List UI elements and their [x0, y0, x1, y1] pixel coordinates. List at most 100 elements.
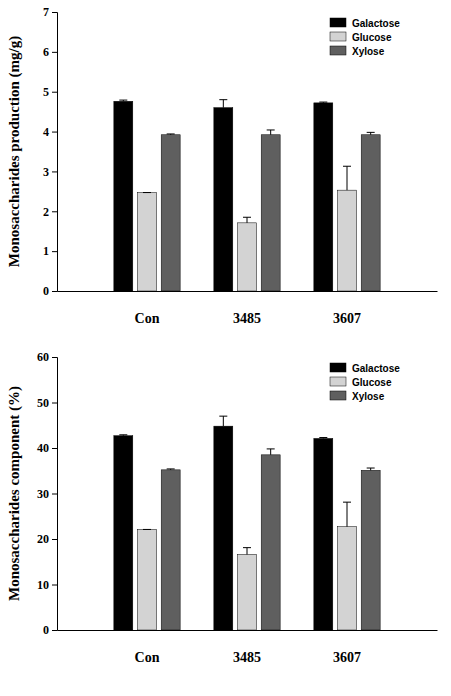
error-bar-cap	[167, 468, 175, 469]
y-tick: 3	[43, 165, 57, 179]
y-tick-label: 0	[43, 284, 49, 298]
error-bar-cap	[367, 132, 375, 133]
bar	[314, 103, 333, 291]
error-bar	[267, 130, 275, 135]
x-tick-label: 3485	[233, 311, 261, 326]
y-tick: 60	[37, 350, 57, 364]
y-tick-mark	[52, 291, 57, 292]
chart: 0102030405060Con34853607Monosaccharides …	[6, 350, 438, 665]
error-bar	[319, 437, 327, 439]
error-bar-stem	[270, 130, 271, 135]
bar	[361, 470, 380, 630]
y-tick: 6	[43, 45, 57, 59]
series	[114, 100, 333, 291]
y-tick-mark	[52, 403, 57, 404]
y-tick: 1	[43, 244, 57, 258]
y-axis-title: Monosaccharides production (mg/g)	[6, 36, 23, 267]
error-bar	[319, 102, 327, 104]
y-tick-label: 40	[37, 441, 49, 455]
y-tick-mark	[52, 92, 57, 93]
legend-label: Xylose	[352, 46, 385, 57]
legend-label: Glucose	[352, 32, 392, 43]
x-tick: 3607	[333, 291, 361, 326]
y-tick: 20	[37, 532, 57, 546]
x-tick-label: Con	[135, 650, 160, 665]
y-tick-mark	[52, 12, 57, 13]
x-tick: Con	[135, 630, 160, 665]
error-bar-cap	[319, 102, 327, 103]
legend-item: Galactose	[330, 363, 400, 374]
error-bar-cap	[219, 416, 227, 417]
legend: GalactoseGlucoseXylose	[330, 363, 400, 402]
bar	[114, 436, 133, 630]
y-tick: 2	[43, 205, 57, 219]
error-bar	[167, 133, 175, 135]
x-tick-label: Con	[135, 311, 160, 326]
legend-swatch	[330, 18, 346, 27]
error-bar	[367, 468, 375, 470]
x-tick: Con	[135, 291, 160, 326]
y-tick-label: 4	[43, 125, 49, 139]
bar	[338, 527, 357, 630]
y-tick: 40	[37, 441, 57, 455]
x-axis: Con34853607	[58, 630, 438, 665]
y-tick-mark	[52, 171, 57, 172]
bar	[138, 529, 157, 630]
y-tick-mark	[52, 448, 57, 449]
error-bar	[119, 434, 127, 436]
legend-swatch	[330, 32, 346, 41]
error-bar	[143, 192, 151, 193]
y-tick-label: 6	[43, 45, 49, 59]
bar	[161, 135, 180, 291]
y-tick-mark	[52, 539, 57, 540]
error-bar-cap	[143, 529, 151, 530]
error-bar-stem	[223, 100, 224, 108]
y-tick-label: 0	[43, 623, 49, 637]
y-tick-mark	[52, 52, 57, 53]
error-bar-cap	[119, 100, 127, 101]
x-tick: 3485	[233, 291, 261, 326]
error-bar	[243, 548, 251, 555]
error-bar-cap	[143, 192, 151, 193]
error-bar	[243, 217, 251, 223]
error-bar-stem	[247, 548, 248, 555]
error-bar-cap	[343, 502, 351, 503]
y-axis: 0 10 20 30 40 50 60	[37, 350, 58, 637]
y-tick: 50	[37, 396, 57, 410]
x-tick: 3485	[233, 630, 261, 665]
error-bar	[343, 502, 351, 527]
legend-swatch	[330, 377, 346, 386]
y-tick-label: 2	[43, 205, 49, 219]
y-tick-label: 30	[37, 487, 49, 501]
bar	[261, 135, 280, 291]
y-tick-mark	[52, 494, 57, 495]
y-tick: 4	[43, 125, 57, 139]
y-tick: 0	[43, 284, 57, 298]
y-tick-mark	[52, 357, 57, 358]
error-bar	[267, 449, 275, 455]
legend-swatch	[330, 391, 346, 400]
bar	[314, 438, 333, 630]
legend-item: Glucose	[330, 32, 392, 43]
y-tick: 30	[37, 487, 57, 501]
plot-area	[114, 100, 380, 291]
bar	[138, 193, 157, 291]
y-axis-title: Monosaccharides component (%)	[6, 386, 23, 601]
y-axis-line	[52, 13, 58, 292]
error-bar-stem	[347, 502, 348, 527]
y-axis: 01234567	[43, 5, 58, 298]
legend-item: Xylose	[330, 391, 385, 402]
y-tick-mark	[52, 251, 57, 252]
bar	[214, 426, 233, 630]
legend: GalactoseGlucoseXylose	[330, 18, 400, 57]
error-bar-cap	[319, 437, 327, 438]
chart: 01234567Con34853607Monosaccharides produ…	[6, 5, 438, 326]
error-bar-cap	[243, 217, 251, 218]
bar	[161, 470, 180, 630]
y-tick-label: 3	[43, 165, 49, 179]
bar	[238, 223, 257, 291]
y-tick: 10	[37, 578, 57, 592]
y-tick-label: 60	[37, 350, 49, 364]
y-tick: 7	[43, 5, 57, 19]
error-bar	[119, 100, 127, 101]
